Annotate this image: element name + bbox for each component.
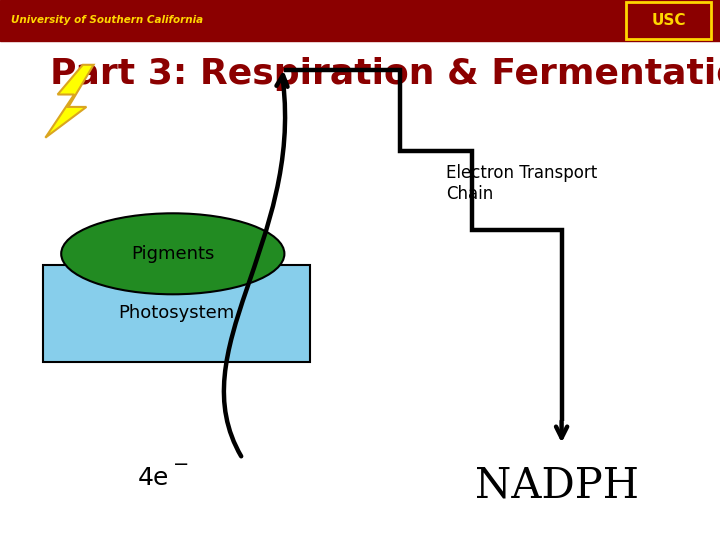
- Text: Part 3: Respiration & Fermentation: Part 3: Respiration & Fermentation: [50, 57, 720, 91]
- Bar: [0, 0, 720, 40]
- Text: −: −: [173, 455, 189, 474]
- Text: NADPH: NADPH: [475, 465, 639, 507]
- Text: Photosystem: Photosystem: [118, 304, 235, 322]
- Polygon shape: [45, 65, 94, 138]
- Text: University of Southern California: University of Southern California: [11, 15, 203, 25]
- Text: USC: USC: [652, 13, 686, 28]
- Text: 4e: 4e: [138, 466, 169, 490]
- Text: Pigments: Pigments: [131, 245, 215, 263]
- FancyBboxPatch shape: [626, 2, 711, 39]
- Text: Electron Transport
Chain: Electron Transport Chain: [446, 164, 598, 203]
- Ellipse shape: [61, 213, 284, 294]
- Bar: [43, 265, 310, 362]
